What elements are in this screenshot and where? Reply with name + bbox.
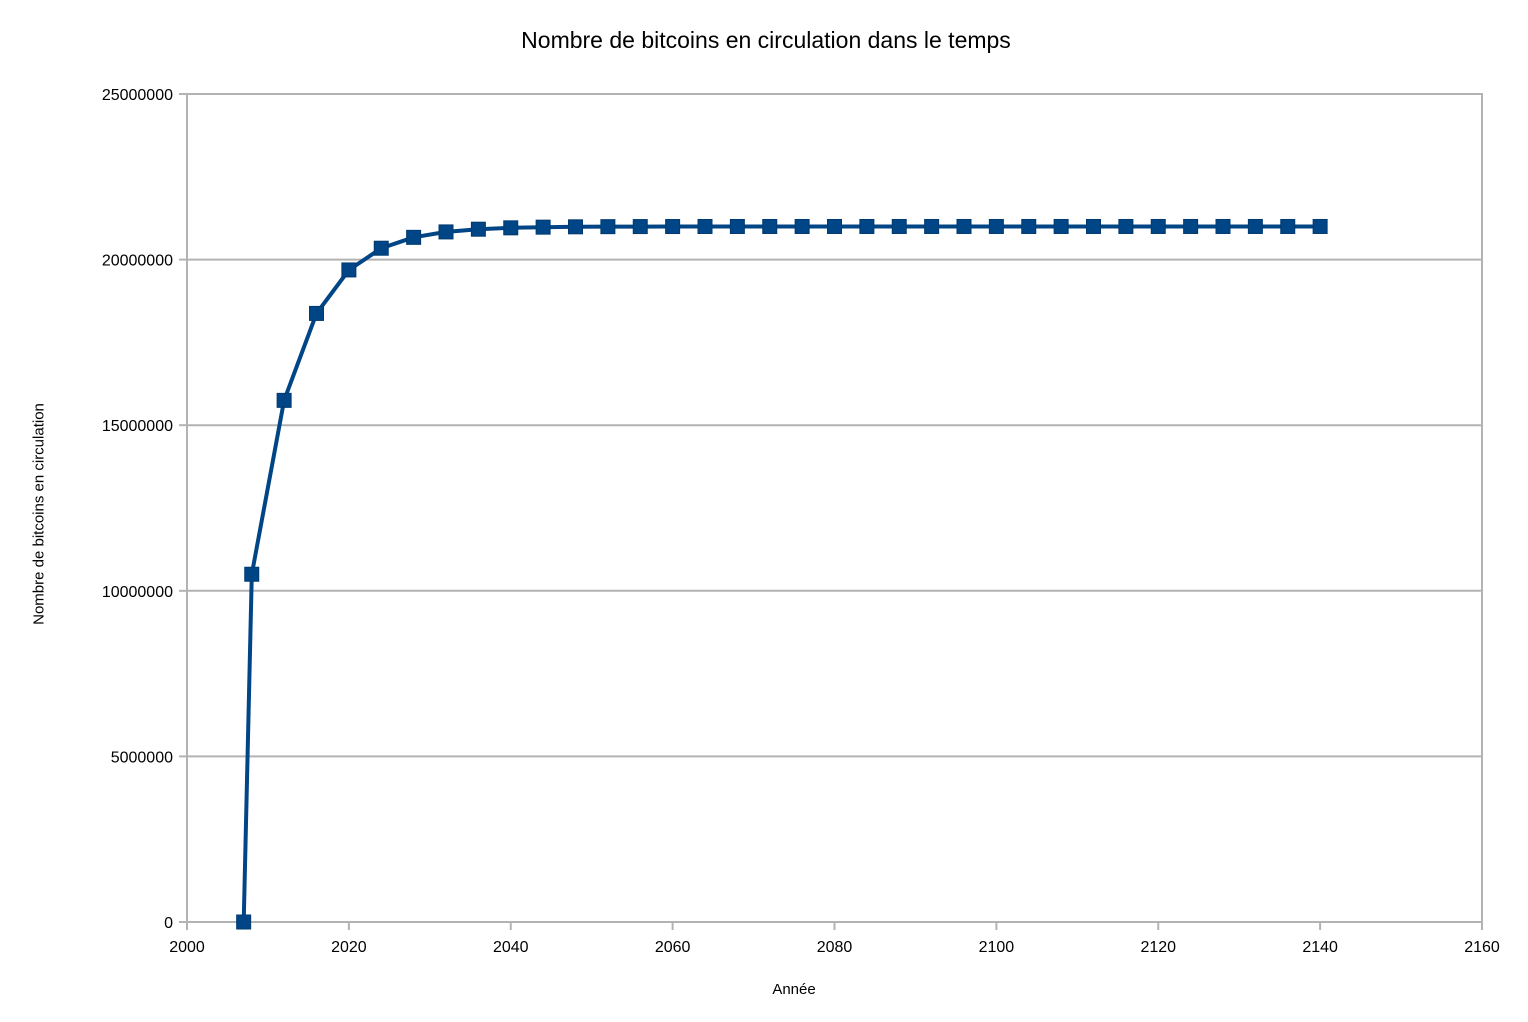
- data-point-marker: [924, 218, 940, 234]
- y-tick-label: 15000000: [102, 418, 173, 435]
- x-tick-label: 2120: [1140, 939, 1176, 956]
- data-point-marker: [762, 218, 778, 234]
- y-tick-label: 0: [164, 915, 173, 932]
- x-tick-label: 2100: [979, 939, 1015, 956]
- data-point-marker: [697, 219, 713, 235]
- data-point-marker: [1150, 218, 1166, 234]
- x-tick-label: 2160: [1464, 939, 1500, 956]
- x-tick-label: 2060: [655, 939, 691, 956]
- x-axis-label: Année: [772, 981, 816, 998]
- data-point-marker: [1021, 218, 1037, 234]
- axis-ticks: 0 5000000 10000000 15000000 20000000 25000000…: [102, 87, 1500, 956]
- data-point-marker: [729, 218, 745, 234]
- y-tick-label: 10000000: [102, 584, 173, 601]
- y-tick-label: 20000000: [102, 253, 173, 270]
- data-point-marker: [956, 218, 972, 234]
- data-point-marker: [1053, 218, 1069, 234]
- gridlines: [187, 93, 1482, 923]
- data-point-marker: [859, 218, 875, 234]
- data-point-marker: [600, 219, 616, 235]
- x-tick-label: 2080: [817, 939, 853, 956]
- y-tick-label: 25000000: [102, 87, 173, 104]
- data-point-marker: [1280, 218, 1296, 234]
- data-point-marker: [665, 219, 681, 235]
- data-point-marker: [438, 224, 454, 240]
- data-point-marker: [470, 221, 486, 237]
- data-point-marker: [406, 229, 422, 245]
- data-point-marker: [309, 305, 324, 321]
- data-point-marker: [244, 566, 260, 582]
- data-point-marker: [1086, 218, 1101, 234]
- data-point-marker: [535, 219, 551, 235]
- plot-frame: [186, 93, 1483, 923]
- data-point-marker: [1247, 218, 1263, 234]
- data-point-marker: [827, 218, 842, 234]
- data-point-marker: [632, 219, 648, 235]
- x-tick-label: 2040: [493, 939, 529, 956]
- data-point-marker: [794, 218, 810, 234]
- x-tick-label: 2020: [331, 939, 367, 956]
- data-point-marker: [276, 392, 292, 408]
- data-point-marker: [236, 914, 252, 930]
- chart-title: Nombre de bitcoins en circulation dans l…: [521, 27, 1011, 53]
- series: [236, 218, 1328, 930]
- data-point-marker: [891, 218, 907, 234]
- data-point-marker: [568, 219, 583, 235]
- y-tick-label: 5000000: [111, 749, 173, 766]
- data-point-marker: [1118, 218, 1134, 234]
- x-tick-label: 2140: [1302, 939, 1338, 956]
- x-tick-label: 2000: [169, 939, 205, 956]
- series-line: [241, 224, 1321, 923]
- data-point-marker: [503, 220, 519, 236]
- data-point-marker: [1215, 218, 1231, 234]
- data-point-marker: [1183, 218, 1199, 234]
- data-point-marker: [988, 218, 1004, 234]
- data-point-marker: [341, 262, 357, 278]
- data-point-marker: [373, 240, 389, 256]
- data-point-marker: [1312, 218, 1328, 234]
